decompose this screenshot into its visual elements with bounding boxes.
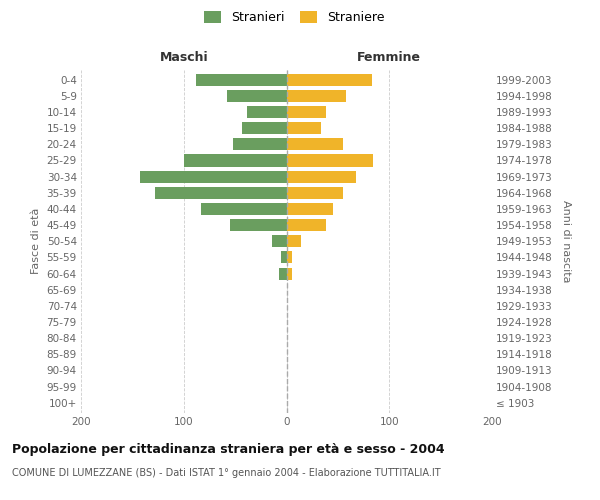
Bar [201,203,287,215]
Bar [287,138,343,150]
Text: COMUNE DI LUMEZZANE (BS) - Dati ISTAT 1° gennaio 2004 - Elaborazione TUTTITALIA.: COMUNE DI LUMEZZANE (BS) - Dati ISTAT 1°… [12,468,440,478]
Bar [140,170,287,182]
Bar [242,122,287,134]
Bar [287,154,373,166]
Bar [287,252,292,264]
Text: Maschi: Maschi [160,50,208,64]
Bar [227,90,287,102]
Bar [287,268,292,280]
Bar [287,106,326,118]
Bar [184,154,287,166]
Legend: Stranieri, Straniere: Stranieri, Straniere [201,8,387,26]
Bar [287,219,326,231]
Bar [281,252,287,264]
Text: Popolazione per cittadinanza straniera per età e sesso - 2004: Popolazione per cittadinanza straniera p… [12,442,445,456]
Y-axis label: Fasce di età: Fasce di età [31,208,41,274]
Bar [230,219,287,231]
Text: Femmine: Femmine [357,50,421,64]
Bar [287,186,343,199]
Bar [287,74,372,86]
Bar [287,235,301,248]
Bar [155,186,287,199]
Bar [247,106,287,118]
Bar [233,138,287,150]
Bar [287,203,333,215]
Bar [287,170,356,182]
Bar [272,235,287,248]
Bar [287,122,322,134]
Y-axis label: Anni di nascita: Anni di nascita [561,200,571,282]
Bar [196,74,287,86]
Bar [287,90,346,102]
Bar [280,268,287,280]
